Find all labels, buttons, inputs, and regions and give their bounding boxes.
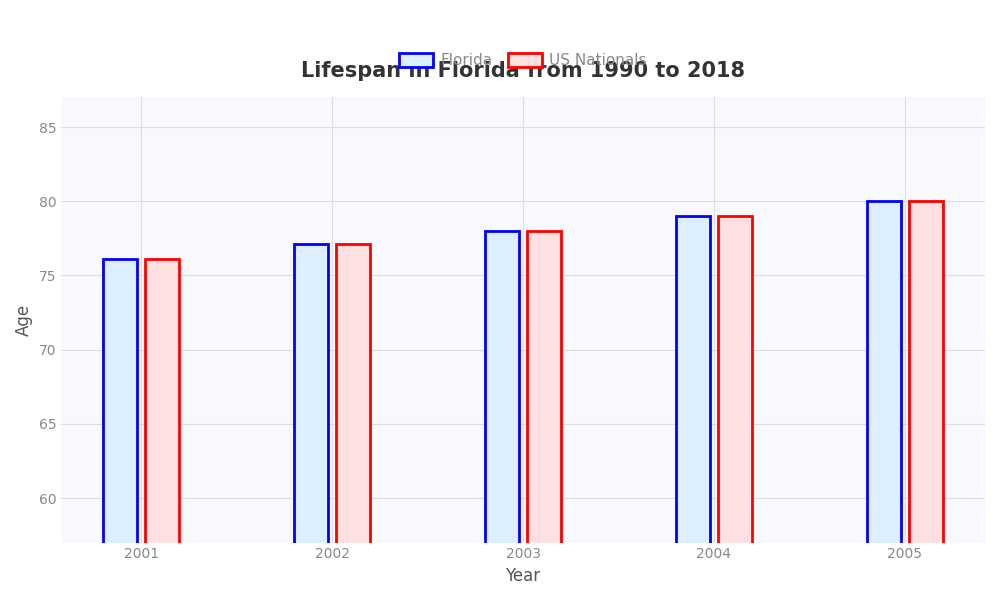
Bar [909, 201, 943, 600]
Bar [294, 244, 328, 600]
Bar [145, 259, 179, 600]
Bar [103, 259, 137, 600]
Bar [336, 244, 370, 600]
Bar [867, 201, 901, 600]
Bar [527, 231, 561, 600]
Bar [718, 216, 752, 600]
Bar [676, 216, 710, 600]
Legend: Florida, US Nationals: Florida, US Nationals [393, 47, 653, 74]
X-axis label: Year: Year [505, 567, 541, 585]
Y-axis label: Age: Age [15, 304, 33, 336]
Bar [485, 231, 519, 600]
Title: Lifespan in Florida from 1990 to 2018: Lifespan in Florida from 1990 to 2018 [301, 61, 745, 80]
